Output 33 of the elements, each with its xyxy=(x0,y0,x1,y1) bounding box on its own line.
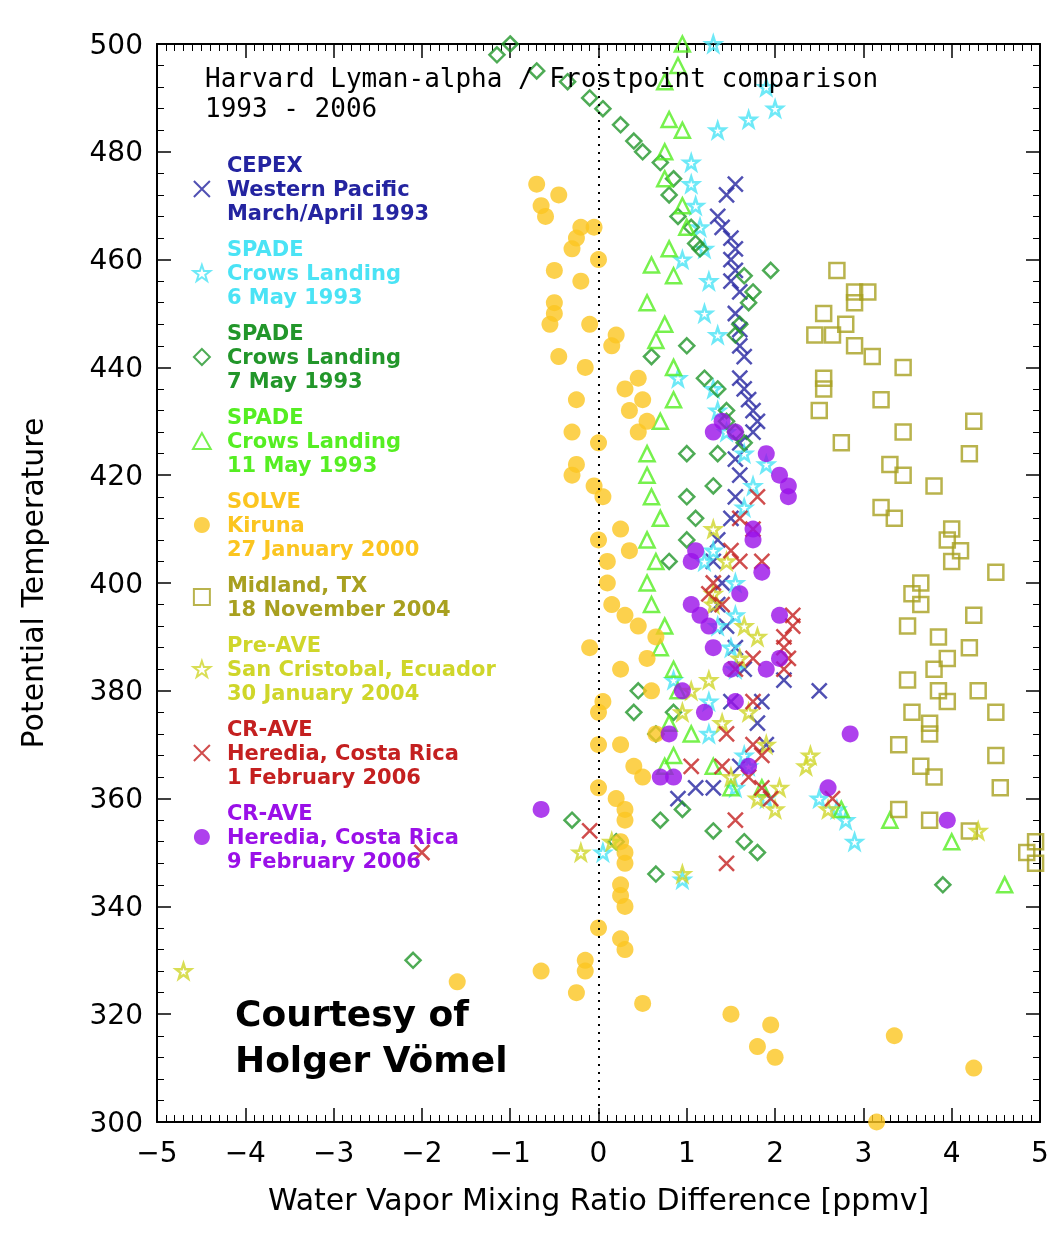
x-tick-label: 4 xyxy=(942,1135,961,1169)
x-tick-label: 5 xyxy=(1031,1135,1049,1169)
y-tick-label: 440 xyxy=(89,350,143,384)
legend-label: Pre-AVE San Cristobal, Ecuador 30 January 2004 xyxy=(226,633,497,705)
y-tick-label: 420 xyxy=(89,458,143,492)
legend-label: CR-AVE Heredia, Costa Rica 1 February 2006 xyxy=(226,717,459,789)
legend-label: Midland, TX 18 November 2004 xyxy=(226,573,451,621)
y-tick-label: 500 xyxy=(89,27,143,61)
x-tick-label: 0 xyxy=(589,1135,608,1169)
legend-label: SPADE Crows Landing 11 May 1993 xyxy=(226,405,402,477)
annotation: Courtesy of Holger Vömel xyxy=(235,992,508,1080)
y-tick-label: 480 xyxy=(89,135,143,169)
x-axis-title: Water Vapor Mixing Ratio Difference [ppmv] xyxy=(267,1181,930,1217)
x-tick-label: −4 xyxy=(224,1135,266,1169)
y-tick-label: 320 xyxy=(89,997,143,1031)
legend-label: CR-AVE Heredia, Costa Rica 9 February 2006 xyxy=(226,801,459,873)
x-tick-label: 3 xyxy=(854,1135,873,1169)
y-tick-label: 460 xyxy=(89,243,143,277)
y-tick-label: 380 xyxy=(89,674,143,708)
x-tick-label: −3 xyxy=(312,1135,355,1169)
legend-label: SOLVE Kiruna 27 January 2000 xyxy=(226,489,420,561)
y-tick-label: 400 xyxy=(89,566,143,600)
legend-label: CEPEX Western Pacific March/April 1993 xyxy=(226,153,430,225)
legend-label: SPADE Crows Landing 7 May 1993 xyxy=(226,321,402,393)
text: 1993 - 2006 xyxy=(205,93,378,123)
y-tick-label: 340 xyxy=(89,889,143,923)
legend-label: SPADE Crows Landing 6 May 1993 xyxy=(226,237,402,309)
x-tick-label: 2 xyxy=(766,1135,785,1169)
x-tick-label: −2 xyxy=(401,1135,443,1169)
x-tick-label: −1 xyxy=(489,1135,531,1169)
x-tick-label: 1 xyxy=(677,1135,696,1169)
y-axis-title: Potential Temperature xyxy=(14,417,50,749)
y-tick-label: 360 xyxy=(89,782,143,816)
